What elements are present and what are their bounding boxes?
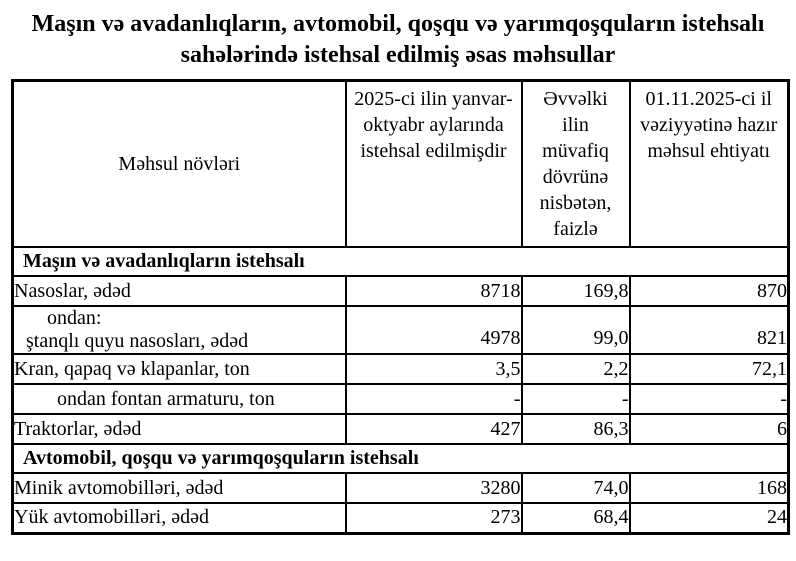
- row-stock-value: 821: [628, 305, 790, 355]
- row-percent-value: 74,0: [520, 472, 631, 504]
- row-label: ondan: ştanqlı quyu nasosları, ədəd: [11, 305, 347, 355]
- row-percent-value: 68,4: [520, 502, 631, 534]
- row-produced-value: 8718: [344, 275, 523, 307]
- table-row: ondan fontan armaturu, ton - - -: [11, 383, 790, 415]
- row-produced-value: 273: [344, 502, 523, 534]
- table-row: Kran, qapaq və klapanlar, ton 3,5 2,2 72…: [11, 353, 790, 385]
- row-produced-value: 3280: [344, 472, 523, 504]
- row-percent-value: 2,2: [520, 353, 631, 385]
- row-percent-value: -: [520, 383, 631, 415]
- row-stock-value: 870: [628, 275, 790, 307]
- row-label-line-2: ştanqlı quyu nasosları, ədəd: [26, 330, 249, 352]
- row-label: ondan fontan armaturu, ton: [11, 383, 347, 415]
- row-stock-value: 168: [628, 472, 790, 504]
- row-stock-value: 6: [628, 413, 790, 445]
- row-label-line-1: ondan:: [47, 307, 102, 329]
- row-produced-value: -: [344, 383, 523, 415]
- table-row: Traktorlar, ədəd 427 86,3 6: [11, 413, 790, 445]
- table-header-row: Məhsul növləri 2025-ci ilin yanvar-oktya…: [11, 79, 790, 248]
- row-label: Yük avtomobilləri, ədəd: [11, 502, 347, 534]
- row-percent-value: 86,3: [520, 413, 631, 445]
- row-label: Nasoslar, ədəd: [11, 275, 347, 307]
- row-stock-value: 24: [628, 502, 790, 534]
- row-stock-value: 72,1: [628, 353, 790, 385]
- row-label: Kran, qapaq və klapanlar, ton: [11, 353, 347, 385]
- section-header-label: Maşın və avadanlıqların istehsalı: [11, 246, 790, 277]
- table-row: Minik avtomobilləri, ədəd 3280 74,0 168: [11, 472, 790, 504]
- table-row: Yük avtomobilləri, ədəd 273 68,4 24: [11, 502, 790, 534]
- row-produced-value: 4978: [344, 305, 523, 355]
- col-header-product-types: Məhsul növləri: [11, 79, 347, 248]
- table-row: Nasoslar, ədəd 8718 169,8 870: [11, 275, 790, 307]
- section-header-row-machinery: Maşın və avadanlıqların istehsalı: [11, 246, 790, 277]
- products-table: Məhsul növləri 2025-ci ilin yanvar-oktya…: [11, 79, 790, 535]
- table-row: ondan: ştanqlı quyu nasosları, ədəd 4978…: [11, 305, 790, 355]
- row-label: Minik avtomobilləri, ədəd: [11, 472, 347, 504]
- col-header-produced-jan-oct: 2025-ci ilin yanvar-oktyabr aylarında is…: [344, 79, 523, 248]
- row-percent-value: 169,8: [520, 275, 631, 307]
- row-produced-value: 3,5: [344, 353, 523, 385]
- row-label: Traktorlar, ədəd: [11, 413, 347, 445]
- col-header-percent-vs-prev-year: Əvvəlki ilin müvafiq dövrünə nisbətən, f…: [520, 79, 631, 248]
- row-stock-value: -: [628, 383, 790, 415]
- page-title: Maşın və avadanlıqların, avtomobil, qoşq…: [31, 11, 765, 68]
- row-percent-value: 99,0: [520, 305, 631, 355]
- col-header-ready-product-stock: 01.11.2025-ci il vəziyyətinə hazır məhsu…: [628, 79, 790, 248]
- row-produced-value: 427: [344, 413, 523, 445]
- section-header-label: Avtomobil, qoşqu və yarımqoşquların iste…: [11, 443, 790, 474]
- section-header-row-automobiles: Avtomobil, qoşqu və yarımqoşquların iste…: [11, 443, 790, 474]
